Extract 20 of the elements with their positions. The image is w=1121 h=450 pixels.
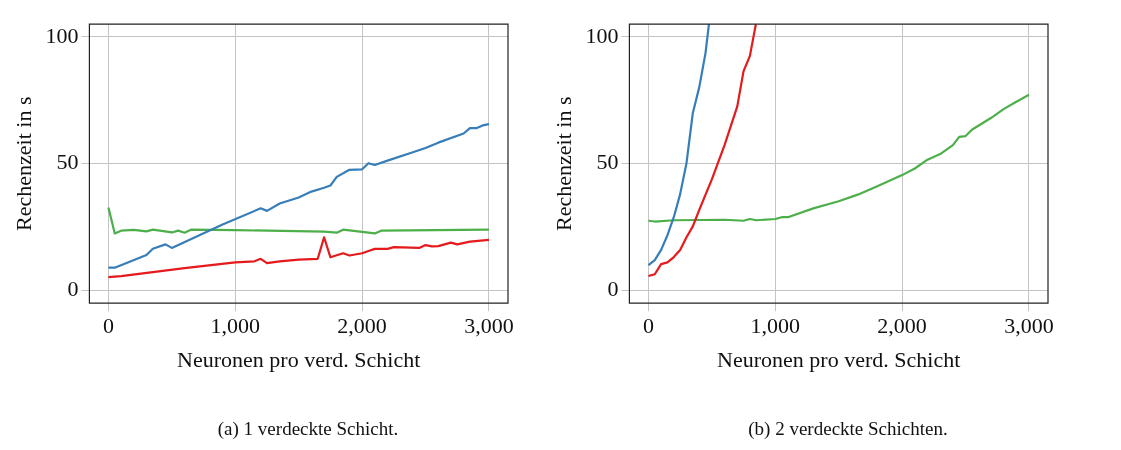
y-tick-label: 100 xyxy=(585,22,619,48)
x-axis-title: Neuronen pro verd. Schicht xyxy=(177,346,421,372)
y-axis-title: Rechenzeit in s xyxy=(550,96,576,231)
x-tick-label: 0 xyxy=(102,313,114,339)
x-axis-title: Neuronen pro verd. Schicht xyxy=(717,346,961,372)
x-tick-label: 2,000 xyxy=(877,313,927,339)
y-tick-label: 50 xyxy=(56,149,79,175)
x-tick-label: 2,000 xyxy=(337,313,387,339)
y-tick-label: 0 xyxy=(67,276,79,302)
x-tick-label: 1,000 xyxy=(750,313,801,339)
y-tick-label: 100 xyxy=(45,22,79,48)
y-axis-title: Rechenzeit in s xyxy=(10,96,36,231)
y-tick-label: 0 xyxy=(607,276,619,302)
x-tick-label: 3,000 xyxy=(464,313,514,339)
y-tick-label: 50 xyxy=(596,149,619,175)
x-tick-label: 3,000 xyxy=(1004,313,1054,339)
x-tick-label: 1,000 xyxy=(210,313,261,339)
x-tick-label: 0 xyxy=(642,313,654,339)
text: (a) 1 verdeckte Schicht. xyxy=(216,418,400,440)
text: (b) 2 verdeckte Schichten. xyxy=(747,418,949,440)
